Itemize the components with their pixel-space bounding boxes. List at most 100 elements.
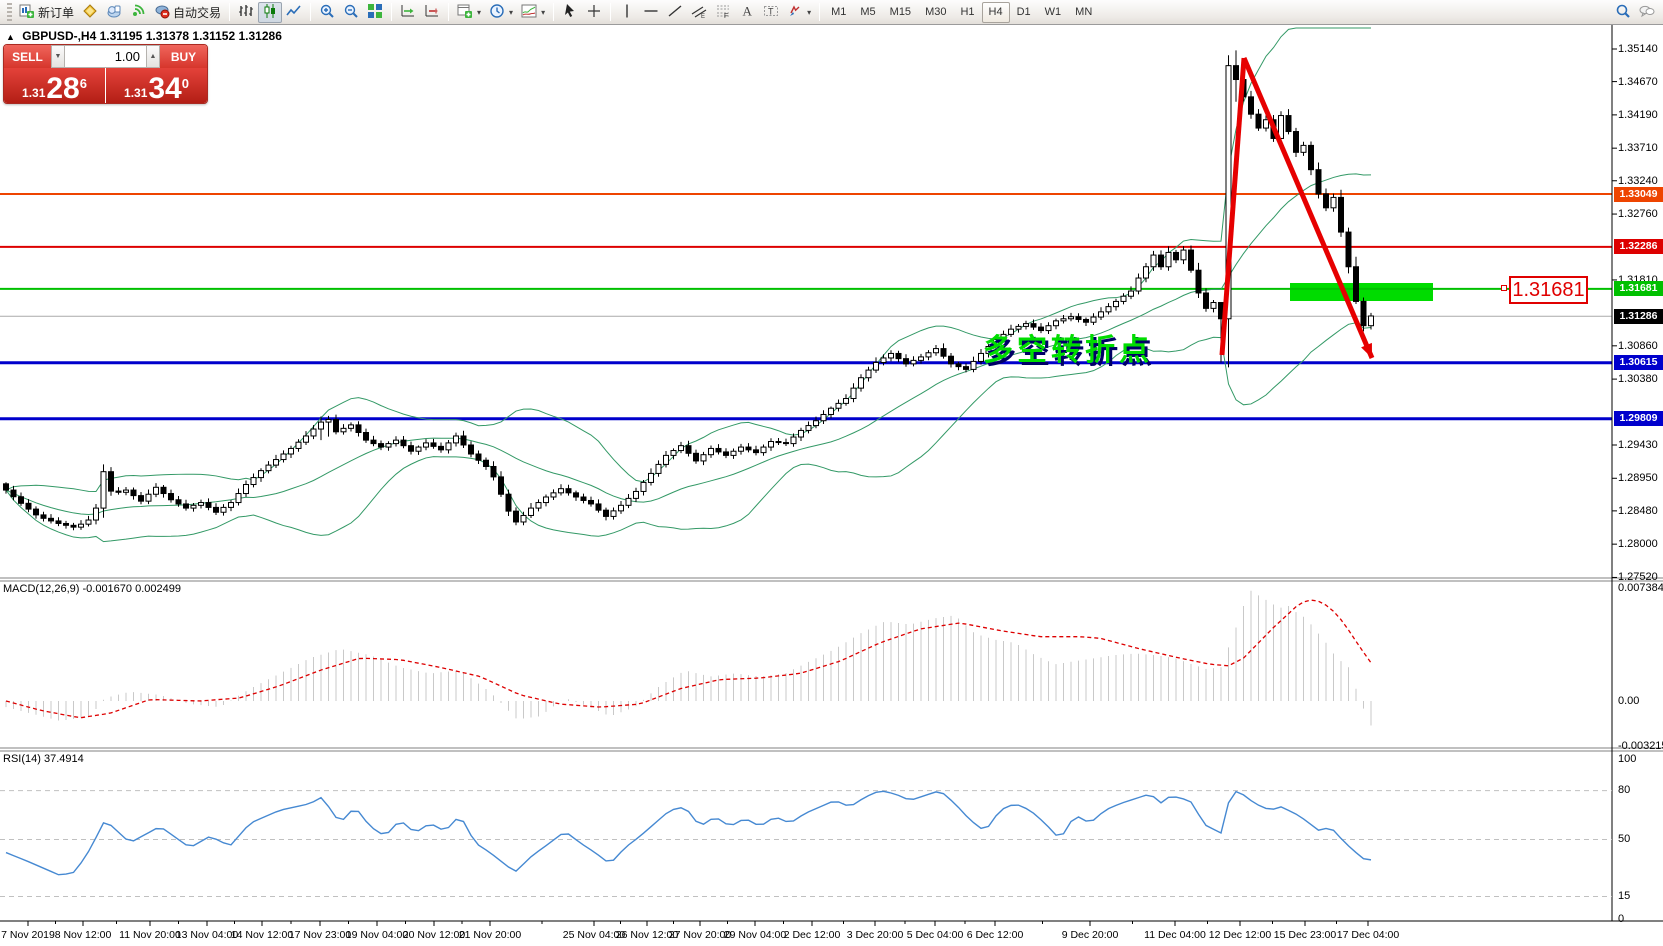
candle-body [1113, 300, 1119, 308]
channel-button[interactable]: E [687, 2, 711, 23]
candle-body [618, 504, 624, 512]
highlight-rect[interactable] [1290, 283, 1433, 301]
candle-body [303, 435, 309, 443]
svg-text:F: F [724, 13, 728, 19]
candle-body [873, 361, 879, 371]
candle-body [1308, 144, 1314, 171]
candle-body [63, 522, 69, 526]
chart-title: ▲ GBPUSD-,H4 1.31195 1.31378 1.31152 1.3… [6, 29, 282, 43]
candle-body [273, 459, 279, 466]
candle-body [865, 369, 872, 379]
buy-price-small: 1.31 [124, 86, 148, 100]
timeframe-m5-button[interactable]: M5 [860, 6, 876, 18]
volume-increase-button[interactable]: ▲ [146, 45, 160, 68]
collapse-triangle-icon[interactable]: ▲ [6, 32, 15, 42]
candle-body [963, 366, 969, 370]
line-chart-button[interactable] [282, 2, 306, 23]
timeframe-mn-button[interactable]: MN [1075, 6, 1093, 18]
timeframe-m1-button[interactable]: M1 [831, 6, 847, 18]
callout-anchor-icon[interactable] [1501, 285, 1507, 291]
trend-arrow-up[interactable] [1219, 57, 1247, 356]
candle-body [565, 488, 572, 494]
label-button[interactable]: T [759, 2, 783, 23]
cursor-button[interactable] [558, 2, 582, 23]
candle-body [1045, 325, 1052, 332]
volume-input[interactable]: 1.00 [65, 45, 146, 68]
vline-button[interactable] [615, 2, 639, 23]
one-click-trade-panel: SELL ▼ 1.00 ▲ BUY 1.31 28 6 1.31 34 0 [3, 44, 208, 104]
candle-body [1165, 251, 1172, 268]
buy-price[interactable]: 1.31 34 0 [106, 68, 207, 103]
timeframe-d1-button[interactable]: D1 [1016, 6, 1031, 18]
candle-body [1300, 144, 1307, 153]
candle-body [933, 348, 939, 354]
candle-body [1360, 300, 1367, 327]
sell-price[interactable]: 1.31 28 6 [4, 68, 105, 103]
new-order-button[interactable]: 新订单 [15, 2, 78, 23]
bollinger-middle-band [5, 173, 1372, 515]
price-callout-box[interactable]: 1.31681 [1509, 276, 1588, 304]
sell-button[interactable]: SELL [4, 45, 51, 68]
candle-body [768, 441, 774, 448]
trendline-button[interactable] [663, 2, 687, 23]
hline-button[interactable] [639, 2, 663, 23]
zoom-out-button[interactable] [339, 2, 363, 23]
zoom-in-button[interactable] [315, 2, 339, 23]
tile-windows-button[interactable] [363, 2, 387, 23]
timeframe-h1-button[interactable]: H1 [960, 6, 975, 18]
candle-body [370, 439, 377, 445]
market-button[interactable] [102, 2, 126, 23]
text-button[interactable]: A [735, 2, 759, 23]
template-button[interactable]: ▾ [517, 2, 549, 23]
gold-button[interactable] [78, 2, 102, 23]
autotrade-button[interactable]: 自动交易 [150, 2, 225, 23]
candle-body [160, 486, 167, 495]
timeframe-w1-button[interactable]: W1 [1044, 6, 1062, 18]
volume-decrease-button[interactable]: ▼ [51, 45, 65, 68]
candle-body [3, 483, 9, 491]
candle-body [940, 348, 947, 357]
ohlc-close: 1.31286 [238, 29, 282, 43]
candle-body [985, 346, 992, 354]
bar-chart-icon [238, 3, 254, 22]
candle-body [1293, 131, 1299, 153]
fibonacci-button[interactable]: F [711, 2, 735, 23]
crosshair-icon [586, 3, 602, 22]
signal-button[interactable] [126, 2, 150, 23]
time-axis-label: 21 Nov 20:00 [458, 929, 522, 941]
chat-button[interactable] [1635, 2, 1659, 23]
candle-body [40, 514, 47, 519]
current-price-chip: 1.31286 [1614, 308, 1663, 324]
chart-shift-icon [400, 3, 416, 22]
arrows-button[interactable]: ▾ [783, 2, 815, 23]
price-axis-label: 1.29430 [1618, 438, 1658, 451]
candle-body [1210, 302, 1217, 309]
autotrade-icon [154, 3, 170, 22]
auto-scroll-button[interactable] [420, 2, 444, 23]
timeframe-h4-button[interactable]: H4 [981, 1, 1010, 23]
trend-arrow-down[interactable] [1241, 57, 1375, 359]
period-button[interactable]: ▾ [485, 2, 517, 23]
bar-chart-button[interactable] [234, 2, 258, 23]
add-chart-button[interactable]: ▾ [453, 2, 485, 23]
candle-body [10, 489, 17, 498]
candle-body [1225, 65, 1232, 320]
timeframe-m30-button[interactable]: M30 [925, 6, 947, 18]
rsi-axis-label: 100 [1618, 753, 1637, 765]
candle-body [378, 443, 384, 448]
candle-body [663, 454, 669, 465]
toolbar-separator [391, 3, 393, 21]
candle-body [640, 481, 647, 492]
time-axis-label: 9 Dec 20:00 [1061, 929, 1119, 941]
candle-body [948, 355, 954, 365]
buy-button[interactable]: BUY [160, 45, 207, 68]
time-axis-label: 11 Nov 20:00 [119, 929, 181, 941]
search-button[interactable] [1611, 2, 1635, 23]
candle-body [895, 352, 902, 360]
crosshair-button[interactable] [582, 2, 606, 23]
candle-body [603, 509, 609, 517]
timeframe-m15-button[interactable]: M15 [889, 6, 912, 18]
chart-shift-button[interactable] [396, 2, 420, 23]
candle-chart-button[interactable] [258, 1, 283, 23]
